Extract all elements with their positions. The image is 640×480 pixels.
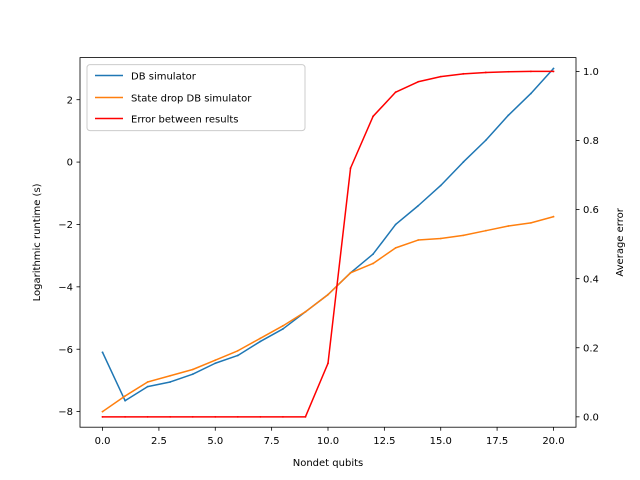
x-tick-label: 0.0 [95,436,111,447]
data-point-s2-14 [417,80,420,83]
data-point-s0-3 [169,381,172,383]
y-tick-label: −4 [58,282,73,293]
data-point-s0-7 [259,340,262,343]
data-point-s2-3 [169,415,172,418]
legend-label-state-drop-db-simulator: State drop DB simulator [131,94,252,105]
y2-tick-label: 1.0 [583,67,599,78]
data-point-s2-17 [484,71,487,74]
data-point-s1-3 [169,374,172,377]
data-point-s0-2 [146,385,149,388]
data-point-s1-7 [259,337,262,340]
data-point-s2-18 [507,70,510,73]
data-point-s2-16 [462,72,465,75]
data-point-s1-16 [462,234,465,237]
x-tick-label: 15.0 [430,436,452,447]
data-point-s1-13 [394,246,397,249]
data-point-s2-6 [236,415,239,418]
data-point-s2-8 [282,415,284,418]
data-point-s2-7 [259,415,262,418]
data-point-s0-6 [236,354,239,357]
data-point-s1-20 [552,215,555,218]
data-point-s1-9 [304,310,307,313]
data-point-s2-10 [327,362,329,365]
data-point-s0-0 [101,351,104,354]
data-point-s0-8 [282,328,284,330]
data-point-s2-13 [394,91,397,94]
data-point-s1-2 [146,381,149,383]
data-point-s1-15 [439,237,442,240]
x-tick-label: 2.5 [151,436,167,447]
legend-label-db-simulator: DB simulator [131,72,197,83]
data-point-s1-19 [530,222,532,224]
y2-tick-label: 0.0 [583,412,599,423]
data-point-s0-18 [507,114,510,117]
y-tick-label: −6 [58,345,73,356]
data-point-s0-20 [552,67,555,70]
y-tick-label: −8 [58,407,73,418]
x-tick-label: 17.5 [486,436,508,447]
y2-axis-label: Average error [615,207,626,276]
x-tick-label: 20.0 [542,436,564,447]
x-tick-label: 12.5 [373,436,395,447]
series-layer [101,67,555,418]
data-point-s2-9 [304,415,307,418]
legend-box [86,64,306,132]
data-point-s1-12 [372,262,374,265]
data-point-s1-1 [124,395,126,397]
y2-tick-label: 0.8 [583,136,599,147]
data-point-s2-0 [101,415,104,418]
data-point-s2-19 [530,70,532,73]
x-axis-label: Nondet qubits [293,458,363,469]
data-point-s0-15 [439,184,442,187]
data-point-s0-17 [484,139,487,142]
data-point-s0-16 [462,161,465,163]
data-point-s1-18 [507,225,510,227]
data-point-s1-17 [484,229,487,232]
data-point-s1-6 [236,349,239,352]
data-point-s1-0 [101,410,104,413]
data-point-s0-19 [530,92,532,95]
data-point-s2-11 [349,167,352,170]
data-point-s0-5 [214,362,217,365]
data-point-s2-5 [214,415,217,418]
legend: DB simulator State drop DB simulator Err… [86,64,306,132]
x-axis: 0.0 2.5 5.0 7.5 10.0 12.5 15.0 17.5 20.0 [95,427,565,447]
y-axis-right: 1.0 0.8 0.6 0.4 0.2 0.0 [576,67,599,423]
y2-tick-label: 0.6 [583,205,599,216]
data-point-s0-12 [372,253,374,256]
data-point-s1-14 [417,239,420,241]
y2-tick-label: 0.4 [583,274,599,285]
data-point-s1-5 [214,359,217,362]
data-point-s1-10 [327,293,329,296]
data-point-s1-4 [191,368,194,371]
data-point-s0-4 [191,373,194,376]
y-tick-label: 0 [67,158,73,169]
legend-label-error-between-results: Error between results [131,115,238,126]
data-point-s2-1 [124,415,126,418]
data-point-s0-13 [394,223,397,226]
data-point-s2-15 [439,75,442,78]
data-point-s2-20 [552,70,555,73]
data-point-s1-8 [282,324,284,327]
x-tick-label: 5.0 [207,436,223,447]
data-point-s0-1 [124,399,126,402]
data-point-s2-12 [372,115,374,118]
y2-tick-label: 0.2 [583,343,599,354]
x-tick-label: 7.5 [264,436,280,447]
data-point-s1-11 [349,271,352,274]
data-point-s2-4 [191,415,194,418]
data-point-s0-14 [417,204,420,207]
y-tick-label: 2 [67,95,73,106]
y-tick-label: −2 [58,220,73,231]
y-axis-left: 2 0 −2 −4 −6 −8 [58,95,80,418]
y-axis-label: Logarithmic runtime (s) [32,183,43,301]
x-tick-label: 10.0 [317,436,339,447]
data-point-s2-2 [146,415,149,418]
